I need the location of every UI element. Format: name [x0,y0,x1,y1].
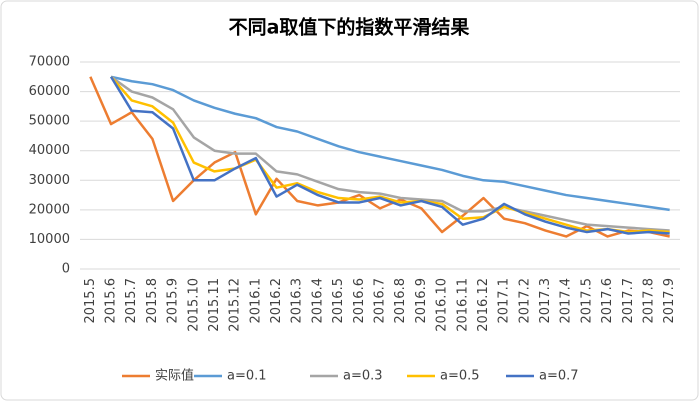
x-tick-label: 2015.8 [145,278,160,324]
x-tick-label: 2015.9 [166,278,181,324]
x-tick-label: 2017.8 [641,278,656,324]
series-line [110,75,670,234]
x-tick-label: 2016.6 [352,278,367,324]
series-line [89,76,670,238]
x-tick-label: 2016.11 [455,278,470,332]
legend-label: a=0.1 [227,369,267,384]
y-tick-label: 60000 [29,84,70,99]
series-line [110,75,670,232]
x-tick-label: 2015.10 [186,278,201,332]
y-tick-label: 70000 [29,55,70,70]
x-tick-label: 2017.1 [497,278,512,324]
series-line [110,75,670,212]
x-tick-label: 2016.2 [269,278,284,324]
x-tick-label: 2016.9 [414,278,429,324]
y-tick-label: 50000 [29,114,70,129]
x-tick-label: 2015.12 [228,278,243,332]
y-tick-label: 0 [62,262,70,277]
x-tick-label: 2016.8 [393,278,408,324]
y-tick-label: 20000 [29,202,70,217]
x-tick-label: 2016.12 [476,278,491,332]
x-tick-label: 2016.5 [331,278,346,324]
chart-title: 不同a取值下的指数平滑结果 [229,16,470,39]
x-tick-label: 2015.7 [124,278,139,324]
x-tick-label: 2015.11 [207,278,222,332]
x-tick-label: 2017.9 [662,278,677,324]
x-tick-label: 2015.6 [104,278,119,324]
x-tick-label: 2016.4 [310,278,325,324]
x-tick-label: 2015.5 [83,278,98,324]
series-line [109,76,670,235]
y-tick-label: 10000 [29,232,70,247]
legend-label: a=0.5 [440,369,480,384]
legend-label: a=0.3 [343,369,383,384]
y-tick-label: 30000 [29,173,70,188]
x-tick-label: 2017.2 [517,278,532,324]
x-tick-label: 2017.5 [579,278,594,324]
y-tick-label: 40000 [29,143,70,158]
x-tick-label: 2017.6 [600,278,615,324]
legend-label: a=0.7 [539,369,579,384]
x-tick-label: 2017.4 [559,278,574,324]
x-tick-label: 2016.3 [290,278,305,324]
x-tick-label: 2016.7 [373,278,388,324]
x-tick-label: 2016.1 [248,278,263,324]
x-tick-label: 2016.10 [435,278,450,332]
x-tick-label: 2017.3 [538,278,553,324]
x-tick-label: 2017.7 [621,278,636,324]
legend-label: 实际值 [155,368,194,384]
